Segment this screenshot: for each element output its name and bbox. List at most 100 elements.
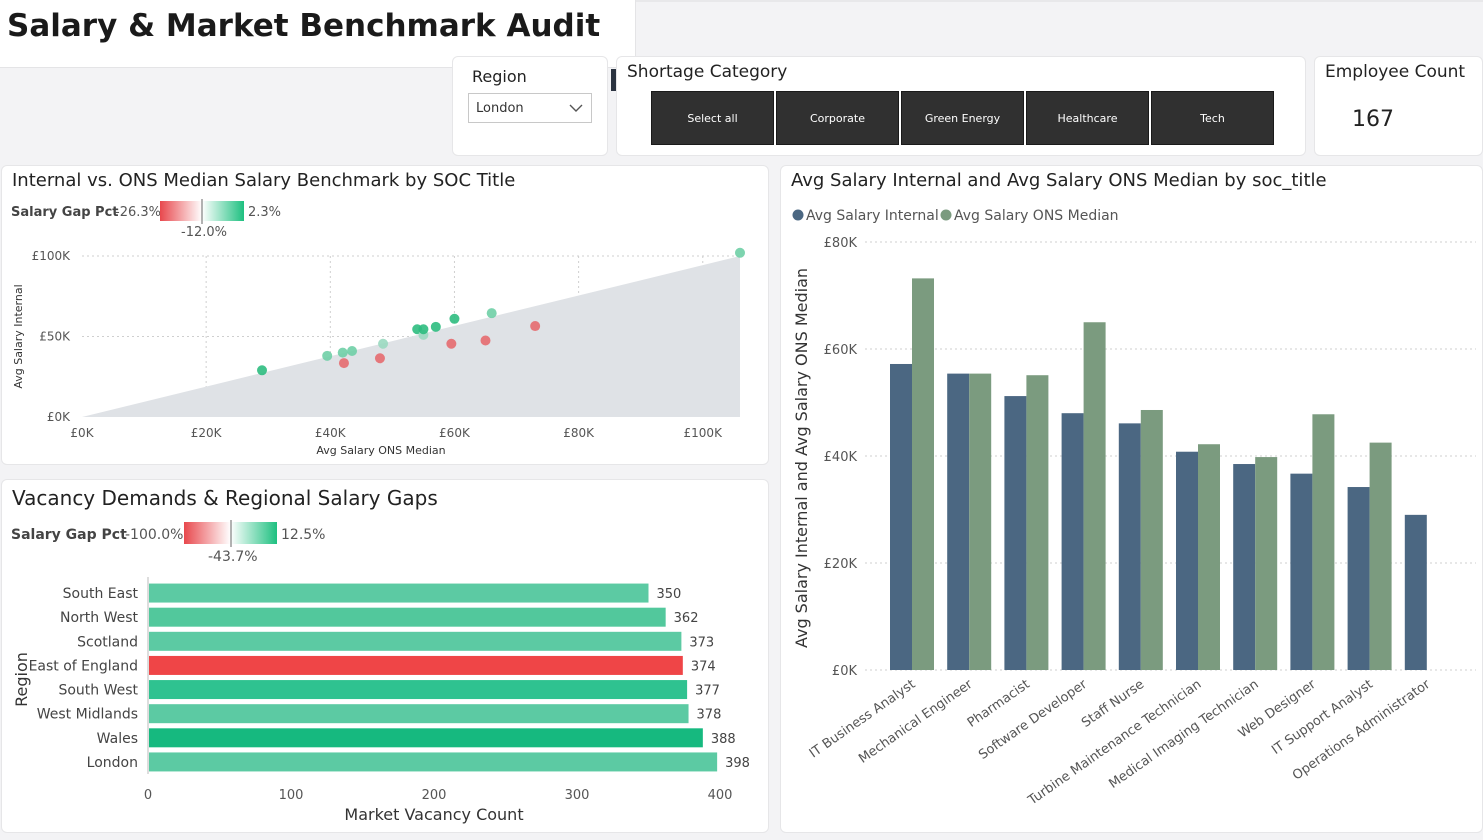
scatter-point [480,335,491,346]
page-title: Salary & Market Benchmark Audit [7,8,601,44]
column-ons [1083,322,1106,670]
column-ons [912,278,934,670]
scatter-y-tick: £0K [47,410,71,424]
scatter-chart: Salary Gap Pct -26.3% 2.3% -12.0% £0K £20… [11,199,745,457]
hbar-category-label: North West [60,610,139,626]
scatter-y-tick: £100K [32,249,72,263]
vacancy-scale-min: -100.0% [125,527,183,543]
region-dropdown-value: London [476,101,524,116]
hbar-bar [149,607,666,627]
scatter-point [446,338,457,349]
chevron-down-icon [569,104,583,112]
columns-y-tick: £0K [832,664,858,679]
hbar-value-label: 378 [697,708,722,723]
scatter-reference-band [82,256,740,417]
kpi-label: Employee Count [1325,62,1466,82]
columns-y-tick: £60K [824,343,858,358]
columns-category-label: IT Business Analyst [807,677,919,761]
scatter-point [735,247,745,258]
vacancy-scale-mid: -43.7% [208,549,258,565]
hbar-value-label: 373 [689,635,714,650]
hbar-category-label: East of England [29,658,138,674]
columns-category-label: IT Support Analyst [1269,677,1376,758]
scatter-scale-max: 2.3% [248,205,281,220]
hbar-bar [149,752,718,772]
hbar-x-tick: 0 [144,788,152,803]
scatter-y-axis-label: Avg Salary Internal [12,284,25,388]
chip-corporate[interactable]: Corporate [776,91,899,145]
column-internal [890,363,912,670]
hbar-category-label: West Midlands [37,707,138,723]
legend-ons-label: Avg Salary ONS Median [954,208,1119,224]
chip-select-all[interactable]: Select all [651,91,774,145]
salary-columns-card: Avg Salary Internal and Avg Salary ONS M… [780,165,1483,833]
scatter-point [418,324,429,335]
columns-y-tick: £40K [824,450,858,465]
columns-legend: Avg Salary Internal Avg Salary ONS Median [792,208,1119,224]
chip-green-energy[interactable]: Green Energy [901,91,1024,145]
employee-count-card: Employee Count 167 [1314,56,1483,156]
scatter-x-tick: £80K [563,426,595,440]
hbar-value-label: 362 [674,611,699,626]
hbar-x-tick: 100 [279,788,304,803]
column-internal [1061,413,1084,670]
scatter-x-tick: £0K [70,426,94,440]
scatter-point [337,347,348,358]
column-ons [1026,375,1049,670]
salary-column-chart: Avg Salary Internal Avg Salary ONS Median… [792,208,1476,809]
hbar-category-label: South East [63,586,139,602]
scatter-point [430,321,441,332]
column-ons [1140,409,1163,670]
region-dropdown[interactable]: London [468,93,592,123]
scatter-x-tick: £60K [439,426,471,440]
hbar-y-axis-label: Region [12,652,31,707]
hbar-value-label: 350 [657,587,682,602]
hbar-category-label: Scotland [77,634,138,650]
legend-internal-label: Avg Salary Internal [806,208,939,224]
title-band: Salary & Market Benchmark Audit [0,0,636,68]
column-internal [1404,514,1427,670]
hbar-bar [149,583,649,603]
hbar-category-label: South West [58,683,138,699]
scatter-point [486,308,497,319]
columns-y-axis-label: Avg Salary Internal and Avg Salary ONS M… [792,268,811,648]
chip-tech[interactable]: Tech [1151,91,1274,145]
hbar-value-label: 388 [711,732,736,747]
scatter-point [378,338,389,349]
column-ons [1255,457,1278,670]
vacancy-chart: Salary Gap Pct -100.0% 12.5% -43.7% Sout… [11,520,750,824]
vacancy-title: Vacancy Demands & Regional Salary Gaps [12,486,438,510]
scatter-x-tick: £40K [315,426,347,440]
chip-healthcare[interactable]: Healthcare [1026,91,1149,145]
scatter-scale-mid: -12.0% [181,225,227,240]
column-ons [1312,414,1335,670]
columns-title: Avg Salary Internal and Avg Salary ONS M… [791,170,1327,191]
column-internal [1233,464,1256,670]
column-internal [1347,487,1370,670]
hbar-x-tick: 400 [708,788,733,803]
column-ons [969,373,992,670]
hbar-category-label: Wales [97,731,138,747]
scatter-scale-label: Salary Gap Pct [11,205,119,220]
column-internal [1004,396,1027,670]
scatter-point [338,358,349,369]
region-slicer-title: Region [472,67,527,86]
column-internal [947,373,970,670]
scatter-card: Internal vs. ONS Median Salary Benchmark… [1,165,769,465]
hbar-bar [149,631,682,651]
scatter-point [322,350,333,361]
column-ons [1369,442,1392,670]
region-slicer: Region London [452,56,608,156]
top-strip [636,0,1483,2]
vacancy-card: Vacancy Demands & Regional Salary Gaps S… [1,479,769,833]
scatter-point [449,313,460,324]
scatter-title: Internal vs. ONS Median Salary Benchmark… [12,170,516,191]
scatter-x-tick: £100K [684,426,724,440]
columns-y-tick: £80K [824,236,858,251]
column-internal [1176,451,1198,670]
hbar-bar [149,655,683,675]
shortage-slicer: Shortage Category Select all Corporate G… [616,56,1306,156]
scatter-x-tick: £20K [191,426,223,440]
hbar-x-tick: 300 [565,788,590,803]
column-internal [1118,423,1141,670]
